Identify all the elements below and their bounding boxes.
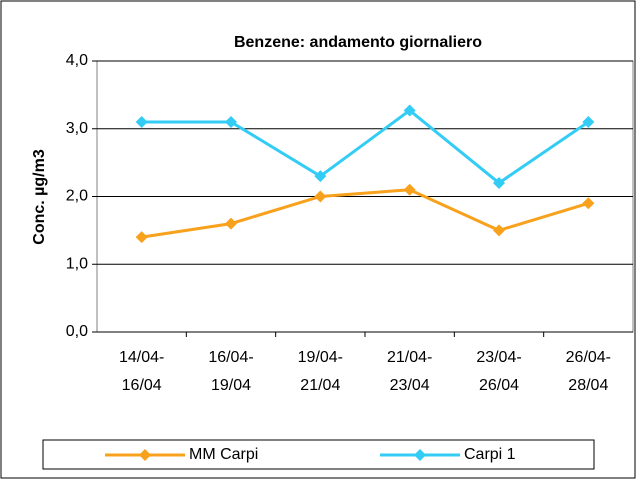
data-point	[135, 115, 148, 128]
data-point	[403, 104, 416, 117]
series-line	[141, 188, 589, 239]
data-point	[403, 183, 416, 196]
x-tick-label: 28/04	[568, 377, 608, 394]
data-point	[582, 115, 595, 128]
data-point	[135, 231, 148, 244]
data-point	[225, 115, 237, 128]
x-tick-label: 23/04	[390, 377, 430, 394]
legend-marker	[139, 449, 151, 461]
x-tick-label: 14/04-	[119, 349, 164, 366]
data-point	[314, 170, 327, 183]
y-tick-label: 1,0	[66, 255, 88, 272]
data-point	[493, 176, 505, 189]
x-tick-label: 16/04-	[208, 349, 253, 366]
y-axis-label: Conc. µg/m3	[31, 149, 48, 245]
series-line	[141, 108, 590, 185]
x-tick-label: 21/04-	[387, 349, 432, 366]
chart-title: Benzene: andamento giornaliero	[234, 34, 482, 51]
data-point	[314, 190, 327, 203]
y-tick-label: 4,0	[66, 52, 88, 69]
y-tick-label: 2,0	[66, 188, 88, 205]
legend-marker	[414, 449, 426, 461]
x-tick-label: 26/04	[479, 377, 519, 394]
y-tick-label: 0,0	[66, 323, 88, 340]
x-tick-label: 23/04-	[476, 349, 521, 366]
x-tick-label: 26/04-	[566, 349, 611, 366]
x-tick-label: 21/04	[300, 377, 340, 394]
y-tick-label: 3,0	[66, 120, 88, 137]
legend-label: Carpi 1	[464, 446, 516, 463]
data-point	[582, 197, 595, 210]
x-tick-label: 19/04-	[298, 349, 343, 366]
data-point	[225, 217, 237, 230]
x-tick-label: 16/04	[122, 377, 162, 394]
data-point	[493, 224, 505, 237]
legend-label: MM Carpi	[189, 446, 258, 463]
x-tick-label: 19/04	[211, 377, 251, 394]
